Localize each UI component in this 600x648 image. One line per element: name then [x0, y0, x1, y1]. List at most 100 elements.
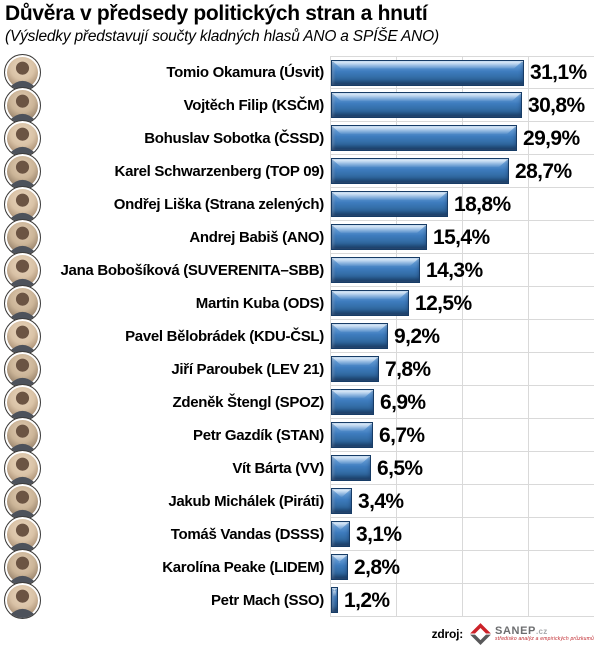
leader-portrait-photo: [4, 252, 41, 289]
leader-portrait-photo: [4, 549, 41, 586]
portrait-cell: [0, 516, 47, 553]
portrait-cell: [0, 54, 47, 91]
value-label: 1,2%: [344, 588, 390, 612]
person-silhouette-icon: [9, 490, 36, 519]
plot-cell: 31,1%: [330, 56, 594, 89]
person-silhouette-icon: [9, 358, 36, 387]
leader-portrait-photo: [4, 318, 41, 355]
person-silhouette-icon: [9, 325, 36, 354]
person-silhouette-icon: [9, 424, 36, 453]
value-label: 3,1%: [356, 522, 402, 546]
value-bar: [331, 224, 427, 250]
sanep-logo-name: SANEP: [495, 624, 536, 637]
person-silhouette-icon: [9, 193, 36, 222]
chart-row: Tomáš Vandas (DSSS) 3,1%: [0, 516, 600, 553]
value-label: 12,5%: [415, 291, 472, 315]
value-bar: [331, 191, 448, 217]
chart-row: Jiří Paroubek (LEV 21) 7,8%: [0, 351, 600, 388]
leader-portrait-photo: [4, 186, 41, 223]
plot-cell: 12,5%: [330, 287, 594, 320]
sanep-logo: SANEP .cz středisko analýz a empirických…: [469, 622, 594, 645]
leader-portrait-photo: [4, 582, 41, 619]
leader-name-label: Ondřej Liška (Strana zelených): [113, 196, 325, 213]
leader-name-label: Andrej Babiš (ANO): [189, 229, 324, 246]
leader-name-label: Bohuslav Sobotka (ČSSD): [144, 130, 324, 147]
plot-cell: 18,8%: [330, 188, 594, 221]
value-bar: [331, 290, 409, 316]
value-bar: [331, 422, 373, 448]
plot-cell: 3,1%: [330, 518, 594, 551]
portrait-cell: [0, 549, 47, 586]
leader-portrait-photo: [4, 483, 41, 520]
person-silhouette-icon: [9, 226, 36, 255]
leader-portrait-photo: [4, 285, 41, 322]
portrait-cell: [0, 87, 47, 124]
chart-row: Andrej Babiš (ANO) 15,4%: [0, 219, 600, 256]
leader-portrait-photo: [4, 516, 41, 553]
person-silhouette-icon: [9, 127, 36, 156]
value-bar: [331, 587, 338, 613]
person-silhouette-icon: [9, 457, 36, 486]
chart-subtitle: (Výsledky představují součty kladných hl…: [5, 28, 439, 45]
value-bar: [331, 389, 374, 415]
plot-cell: 15,4%: [330, 221, 594, 254]
value-bar: [331, 455, 371, 481]
leader-portrait-photo: [4, 120, 41, 157]
leader-name-label: Jana Bobošíková (SUVERENITA–SBB): [60, 262, 324, 279]
leader-name-label: Martin Kuba (ODS): [195, 295, 325, 312]
leader-portrait-photo: [4, 153, 41, 190]
chart-row: Ondřej Liška (Strana zelených) 18,8%: [0, 186, 600, 223]
value-label: 29,9%: [523, 126, 580, 150]
value-label: 31,1%: [530, 61, 587, 84]
leader-name-label: Zdeněk Štengl (SPOZ): [172, 394, 324, 411]
portrait-cell: [0, 318, 47, 355]
portrait-cell: [0, 351, 47, 388]
leader-name-label: Karel Schwarzenberg (TOP 09): [114, 163, 325, 180]
plot-cell: 7,8%: [330, 353, 594, 386]
leader-portrait-photo: [4, 87, 41, 124]
chart-row: Zdeněk Štengl (SPOZ) 6,9%: [0, 384, 600, 421]
plot-cell: 30,8%: [330, 89, 594, 122]
sanep-logo-tagline: středisko analýz a empirických průzkumů: [495, 635, 594, 642]
value-label: 6,5%: [377, 456, 423, 480]
plot-cell: 29,9%: [330, 122, 594, 155]
leader-name-label: Vít Bárta (VV): [232, 460, 324, 477]
portrait-cell: [0, 285, 47, 322]
plot-cell: 28,7%: [330, 155, 594, 188]
value-label: 6,9%: [380, 390, 426, 414]
chart-row: Jakub Michálek (Piráti) 3,4%: [0, 483, 600, 520]
chart-row: Vít Bárta (VV) 6,5%: [0, 450, 600, 487]
plot-cell: 6,5%: [330, 452, 594, 485]
portrait-cell: [0, 120, 47, 157]
chart-row: Petr Mach (SSO) 1,2%: [0, 582, 600, 619]
footer: zdroj: SANEP .cz středisko analýz a empi…: [0, 617, 600, 648]
leader-name-label: Vojtěch Filip (KSČM): [183, 97, 325, 114]
plot-cell: 3,4%: [330, 485, 594, 518]
leader-name-label: Tomio Okamura (Úsvit): [166, 64, 324, 81]
sanep-logo-tld: .cz: [535, 626, 548, 636]
value-bar: [331, 257, 420, 283]
portrait-cell: [0, 384, 47, 421]
value-label: 30,8%: [528, 93, 585, 117]
leader-name-label: Jakub Michálek (Piráti): [168, 493, 324, 510]
value-bar: [331, 158, 509, 184]
chart-row: Martin Kuba (ODS) 12,5%: [0, 285, 600, 322]
person-silhouette-icon: [9, 61, 36, 90]
source-attribution: zdroj: SANEP .cz středisko analýz a empi…: [432, 622, 594, 645]
value-label: 18,8%: [454, 192, 511, 216]
value-label: 2,8%: [354, 555, 400, 579]
person-silhouette-icon: [9, 259, 36, 288]
value-label: 7,8%: [385, 357, 431, 381]
value-bar: [331, 59, 524, 86]
plot-cell: 6,9%: [330, 386, 594, 419]
value-bar: [331, 488, 352, 514]
person-silhouette-icon: [9, 556, 36, 585]
leader-name-label: Pavel Bělobrádek (KDU-ČSL): [125, 328, 324, 345]
chart-title: Důvěra v předsedy politických stran a hn…: [5, 2, 428, 25]
portrait-cell: [0, 483, 47, 520]
portrait-cell: [0, 252, 47, 289]
source-label: zdroj:: [431, 626, 464, 641]
plot-cell: 1,2%: [330, 584, 594, 617]
portrait-cell: [0, 186, 47, 223]
